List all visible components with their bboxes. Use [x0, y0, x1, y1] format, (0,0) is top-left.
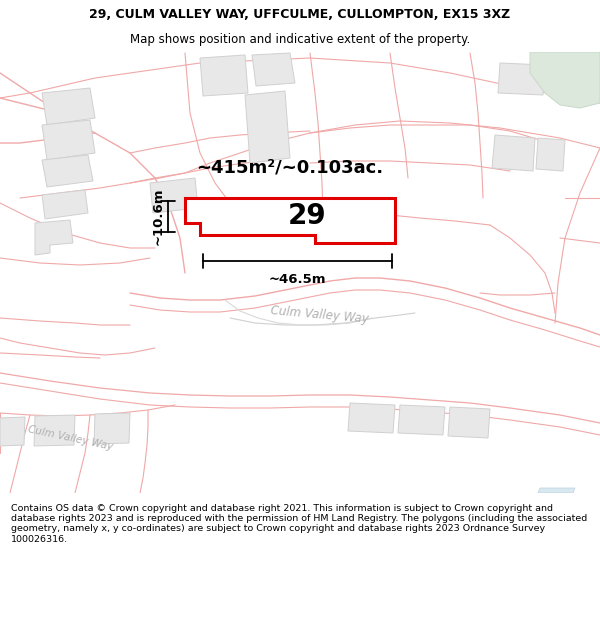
Polygon shape [252, 53, 295, 86]
Text: ~46.5m: ~46.5m [269, 273, 326, 286]
Polygon shape [492, 135, 535, 171]
Text: Culm Valley Way: Culm Valley Way [271, 304, 370, 326]
Polygon shape [42, 120, 95, 160]
Polygon shape [536, 138, 565, 171]
Polygon shape [42, 88, 95, 125]
Text: Culm Valley Way: Culm Valley Way [26, 424, 113, 452]
Text: ~415m²/~0.103ac.: ~415m²/~0.103ac. [196, 159, 383, 177]
Text: 29, CULM VALLEY WAY, UFFCULME, CULLOMPTON, EX15 3XZ: 29, CULM VALLEY WAY, UFFCULME, CULLOMPTO… [89, 8, 511, 21]
Polygon shape [150, 178, 198, 213]
Polygon shape [538, 488, 575, 493]
Polygon shape [530, 52, 600, 108]
Polygon shape [448, 407, 490, 438]
Polygon shape [185, 198, 395, 243]
Polygon shape [348, 403, 395, 433]
Polygon shape [200, 55, 248, 96]
Polygon shape [42, 155, 93, 187]
Text: ~10.6m: ~10.6m [151, 188, 164, 245]
Text: 29: 29 [288, 202, 327, 231]
Polygon shape [245, 91, 290, 163]
Text: Contains OS data © Crown copyright and database right 2021. This information is : Contains OS data © Crown copyright and d… [11, 504, 587, 544]
Polygon shape [498, 63, 545, 95]
Polygon shape [42, 190, 88, 219]
Polygon shape [34, 415, 75, 446]
Polygon shape [398, 405, 445, 435]
Polygon shape [0, 417, 25, 446]
Polygon shape [35, 220, 73, 255]
Text: Map shows position and indicative extent of the property.: Map shows position and indicative extent… [130, 32, 470, 46]
Polygon shape [94, 413, 130, 444]
